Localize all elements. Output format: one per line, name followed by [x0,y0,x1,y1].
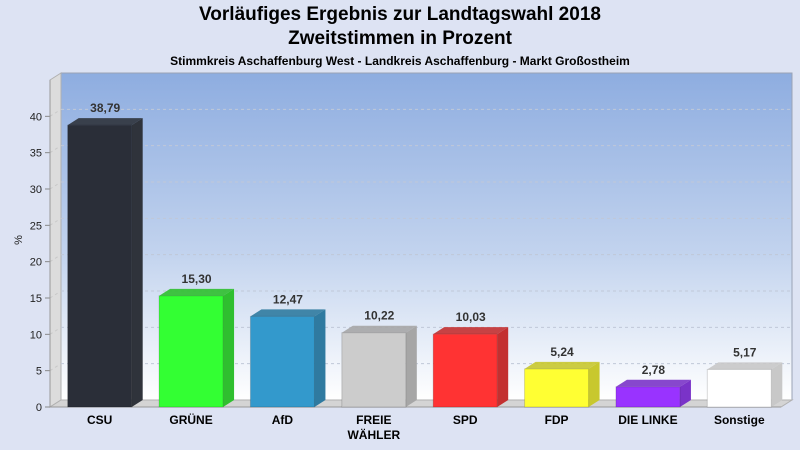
y-tick-label: 10 [30,329,42,341]
value-label: 5,24 [550,345,574,359]
bar-top [341,325,417,333]
gridline-side [49,254,62,263]
bar-top [707,362,783,370]
bar-top [433,327,509,335]
bar-front [432,333,498,408]
bar-top [67,118,143,126]
bar-front [706,368,772,408]
bar-top [524,361,600,369]
value-label: 15,30 [182,272,212,286]
gridline-side [49,217,62,226]
chart-caption: Stimmkreis Aschaffenburg West - Landkrei… [170,54,630,68]
bar-front [524,368,590,408]
chart-title: Vorläufiges Ergebnis zur Landtagswahl 20… [199,4,601,25]
y-tick-label: 15 [30,293,42,305]
bar-top [159,288,235,296]
y-tick-label: 25 [30,220,42,232]
bar-side [588,361,600,407]
bar-front [67,124,133,408]
bar [67,118,143,408]
category-label: FDP [545,413,569,427]
gridline-side [49,363,62,372]
category-label: Sonstige [714,413,765,427]
bar-top [250,309,326,317]
bar-side [497,327,509,407]
category-label: SPD [453,413,478,427]
value-label: 2,78 [642,363,666,377]
category-label: FREIE [356,413,391,427]
bar [432,327,509,408]
y-axis-label: % [13,235,25,245]
bar [524,361,600,408]
bar [158,288,235,408]
bar-front [615,386,681,408]
bar-front [341,332,407,408]
bar-front [249,315,315,408]
category-label: AfD [272,413,294,427]
side-wall [49,72,62,408]
bar-side [679,379,691,407]
value-label: 10,22 [364,309,394,323]
category-label: GRÜNE [169,412,212,427]
y-tick-label: 5 [36,366,42,378]
bar [249,309,326,408]
bar-top [615,379,691,387]
value-label: 38,79 [90,101,120,115]
gridline-side [49,145,62,154]
gridline-side [49,326,62,335]
bar-front [158,295,224,408]
value-label: 12,47 [273,292,303,306]
bar [615,379,691,408]
y-tick-label: 35 [30,148,42,160]
y-tick-label: 30 [30,184,42,196]
bar-side [405,325,417,407]
bar-side [131,118,143,407]
gridline-side [49,290,62,299]
bar-side [223,288,235,407]
gridline-side [49,108,62,117]
category-label: WÄHLER [347,427,400,442]
bar [706,362,783,408]
value-label: 5,17 [733,345,757,359]
gridline-side [49,181,62,190]
y-tick-label: 0 [36,402,42,414]
bar [341,325,417,408]
category-label: CSU [87,413,112,427]
chart-subtitle: Zweitstimmen in Prozent [288,28,512,49]
value-label: 10,03 [456,310,486,324]
category-label: DIE LINKE [618,413,677,427]
bar-side [314,309,326,407]
y-tick-label: 40 [30,111,42,123]
y-tick-label: 20 [30,257,42,269]
bar-side [771,362,783,407]
